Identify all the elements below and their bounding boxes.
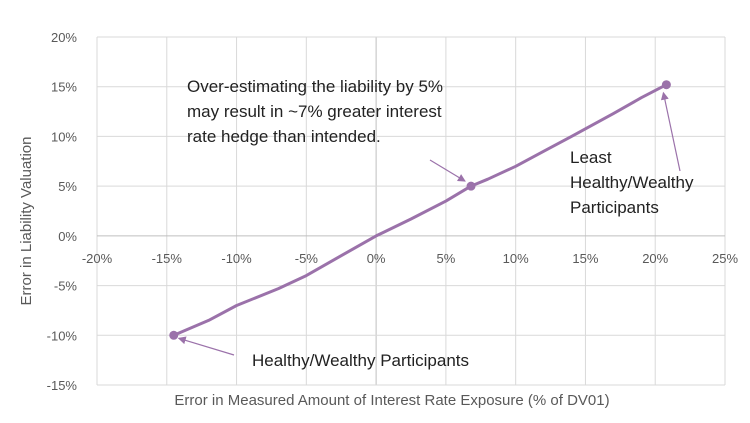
x-tick-label: -5% xyxy=(295,251,319,266)
data-point xyxy=(661,80,671,90)
annotation-text: Participants xyxy=(570,198,659,217)
x-tick-label: 10% xyxy=(503,251,529,266)
x-tick-label: 5% xyxy=(436,251,455,266)
annotation-arrow xyxy=(660,91,681,172)
y-tick-label: 20% xyxy=(51,30,77,45)
annotation-text: Least xyxy=(570,148,612,167)
y-tick-label: -15% xyxy=(47,378,78,393)
y-tick-label: 10% xyxy=(51,129,77,144)
series-line xyxy=(172,83,668,337)
annotation-text: Healthy/Wealthy xyxy=(570,173,694,192)
x-tick-label: 25% xyxy=(712,251,738,266)
x-tick-label: 20% xyxy=(642,251,668,266)
annotation-text: Healthy/Wealthy Participants xyxy=(252,351,469,370)
annotation-text: may result in ~7% greater interest xyxy=(187,102,442,121)
y-tick-label: -5% xyxy=(54,279,78,294)
y-tick-label: -10% xyxy=(47,328,78,343)
x-tick-label: -15% xyxy=(152,251,183,266)
x-tick-label: 0% xyxy=(367,251,386,266)
x-axis-title: Error in Measured Amount of Interest Rat… xyxy=(174,392,609,409)
y-tick-label: 5% xyxy=(58,179,77,194)
x-tick-label: 15% xyxy=(572,251,598,266)
plot-area: -20% -15% -10% -5% 0% 5% 10% 15% 20% 25% 20% 15% 10%… xyxy=(47,30,739,393)
annotation-text: Over-estimating the liability by 5% xyxy=(187,77,443,96)
annotation-text: rate hedge than intended. xyxy=(187,127,381,146)
y-tick-label: 0% xyxy=(58,229,77,244)
x-tick-label: -20% xyxy=(82,251,113,266)
y-tick-label: 15% xyxy=(51,80,77,95)
annotation-arrow xyxy=(177,336,235,356)
x-tick-label: -10% xyxy=(221,251,252,266)
y-axis-title: Error in Liability Valuation xyxy=(18,137,35,306)
data-point xyxy=(169,330,179,340)
data-point xyxy=(466,181,476,191)
annotation-arrow xyxy=(429,159,466,182)
